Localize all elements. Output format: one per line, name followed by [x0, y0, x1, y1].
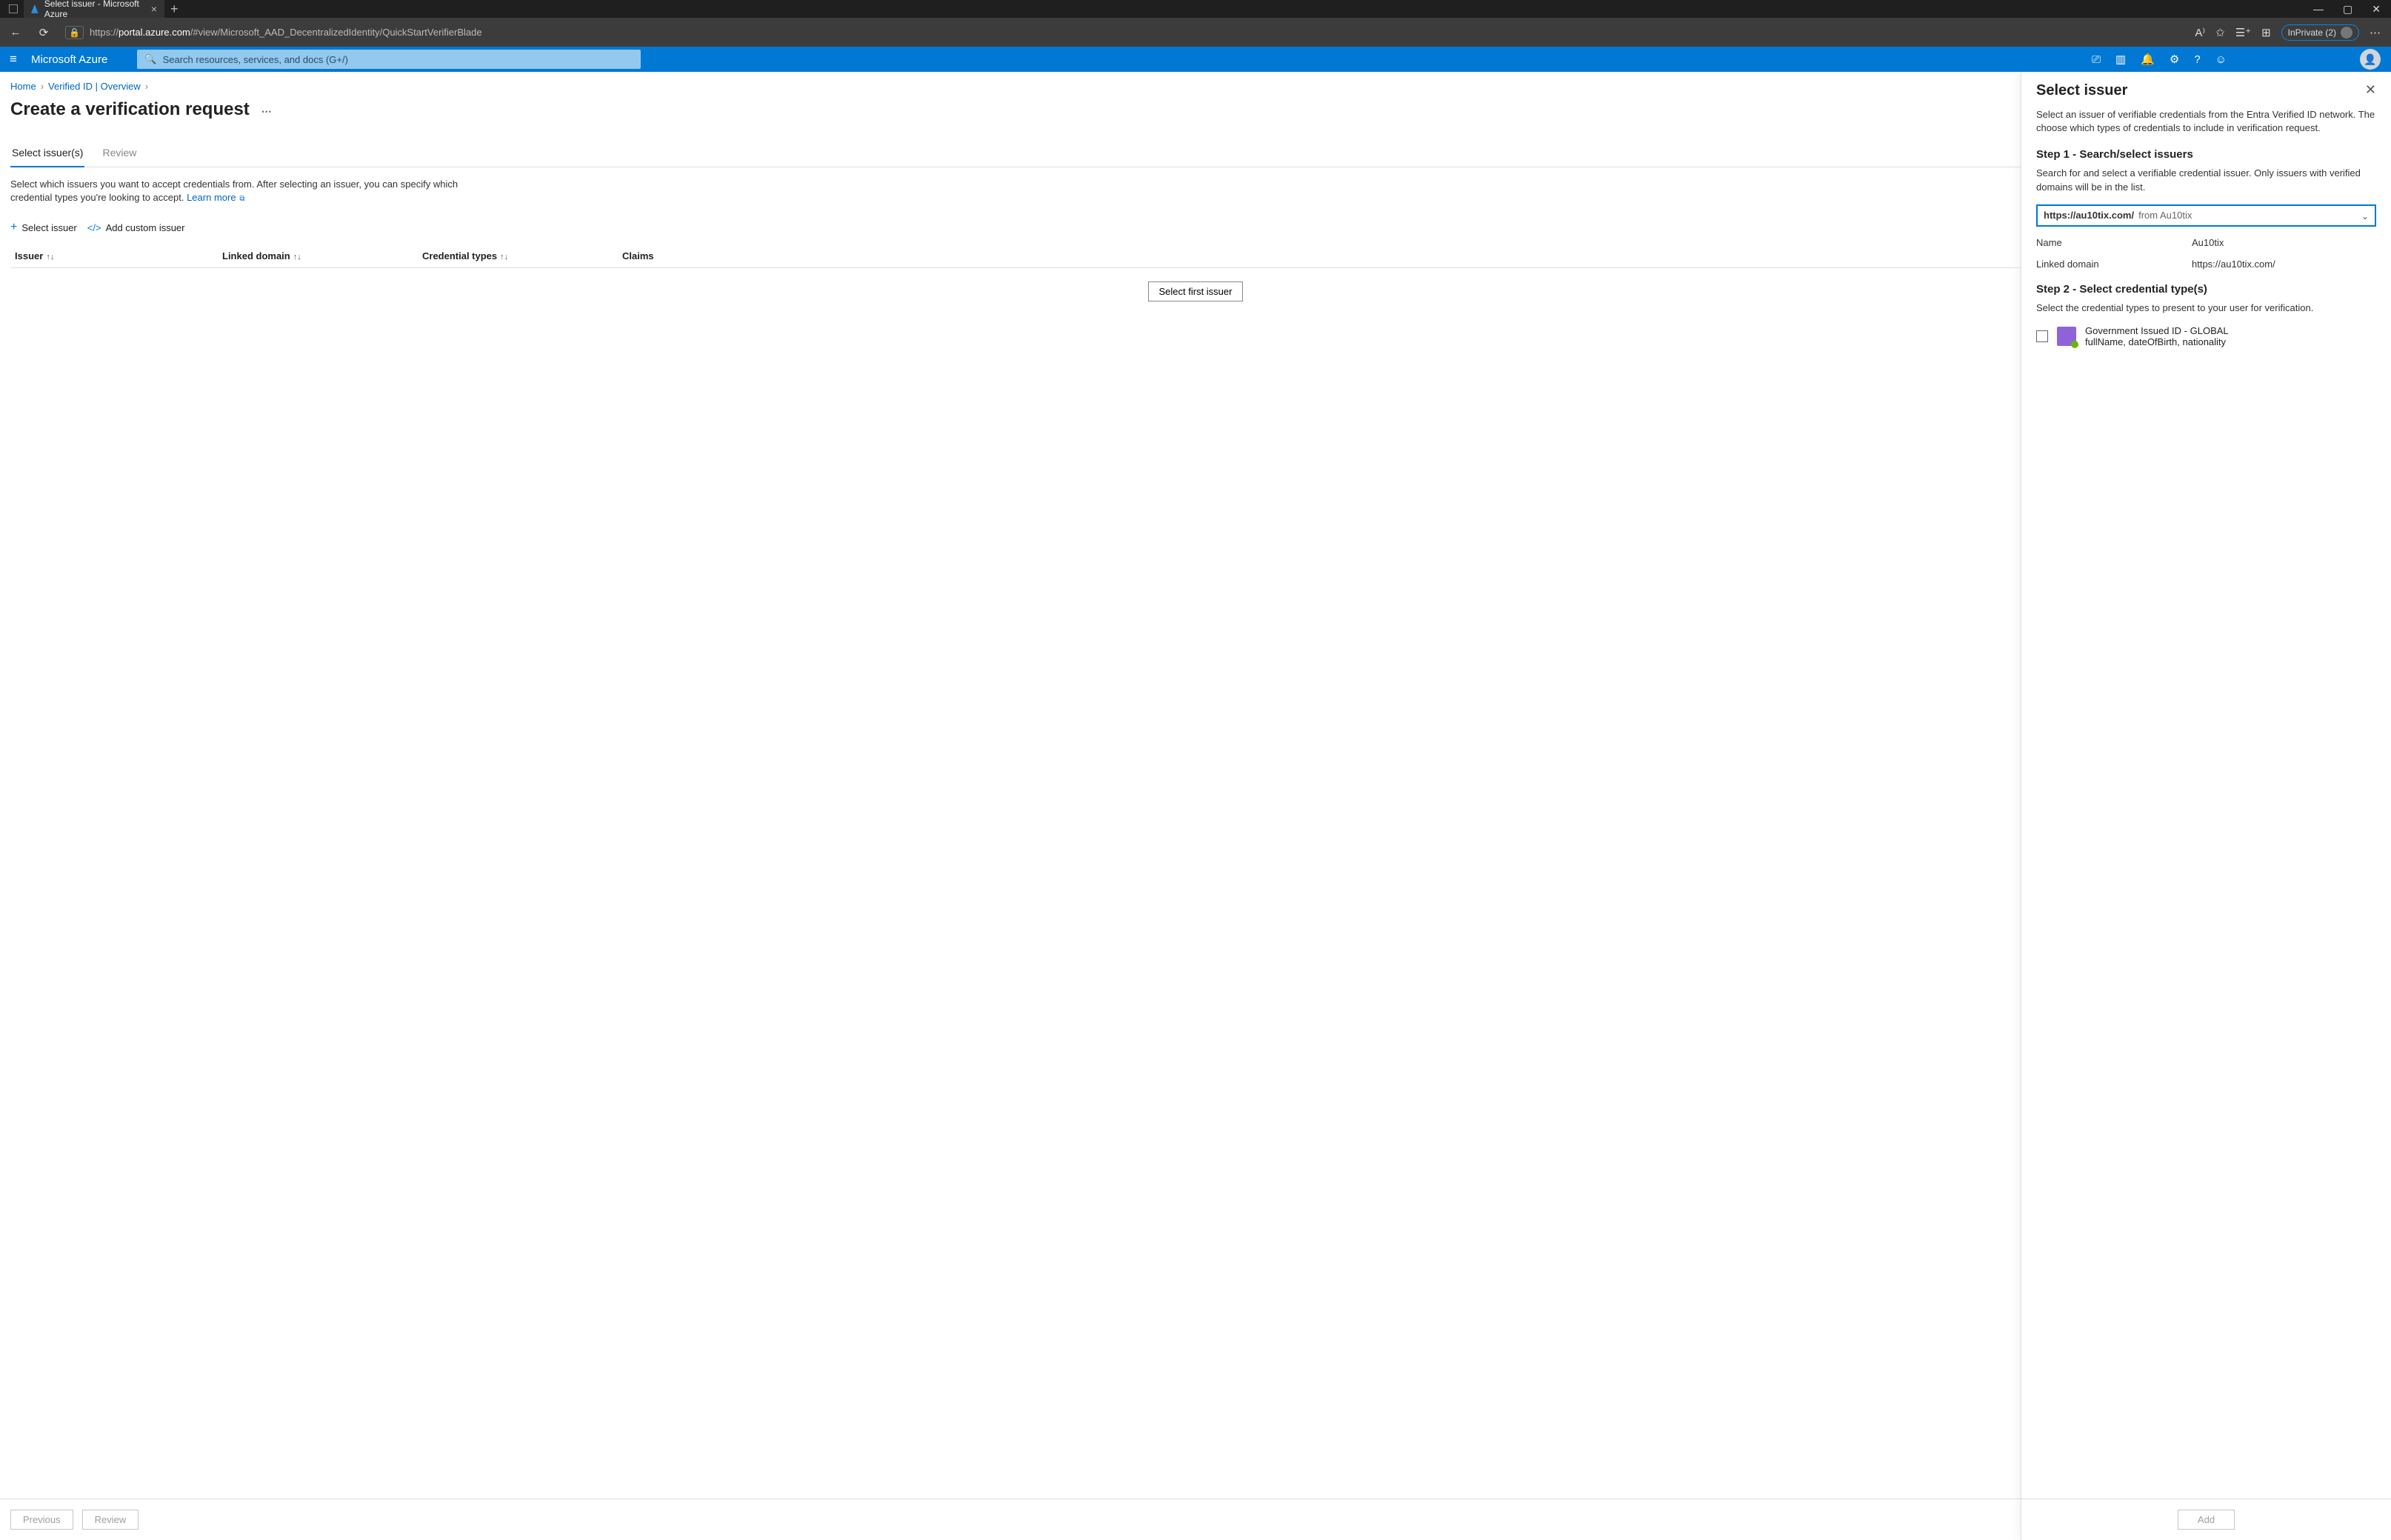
chevron-down-icon: ⌄	[2361, 211, 2369, 221]
credential-badge-icon	[2057, 327, 2076, 346]
col-linked-domain[interactable]: Linked domain↑↓	[222, 250, 422, 261]
add-button[interactable]: Add	[2178, 1510, 2235, 1530]
pane-footer: Add	[2021, 1499, 2391, 1540]
sort-icon: ↑↓	[500, 253, 508, 261]
address-bar[interactable]: 🔒 https://portal.azure.com/#view/Microso…	[62, 22, 2186, 43]
browser-tab-strip: Select issuer - Microsoft Azure × + ― ▢ …	[0, 0, 2391, 18]
select-first-issuer-button[interactable]: Select first issuer	[1148, 281, 1244, 301]
linked-domain-label: Linked domain	[2036, 259, 2192, 270]
url-text: https://portal.azure.com/#view/Microsoft…	[90, 27, 482, 38]
dropdown-value: https://au10tix.com/	[2044, 210, 2134, 221]
window-minimize-icon[interactable]: ―	[2313, 3, 2324, 16]
step2-desc: Select the credential types to present t…	[2036, 301, 2376, 315]
feedback-icon[interactable]: ☺	[2215, 53, 2227, 66]
select-issuer-pane: Select issuer ✕ Select an issuer of veri…	[2021, 72, 2391, 1540]
add-custom-issuer-command[interactable]: </> Add custom issuer	[87, 222, 185, 233]
help-icon[interactable]: ?	[2194, 53, 2200, 66]
close-tab-icon[interactable]: ×	[151, 3, 157, 15]
window-close-icon[interactable]: ✕	[2372, 3, 2381, 16]
close-pane-icon[interactable]: ✕	[2365, 82, 2376, 98]
favorites-icon[interactable]: ☰⁺	[2235, 26, 2251, 39]
tab-description: Select which issuers you want to accept …	[10, 178, 484, 204]
settings-icon[interactable]: ⚙	[2170, 53, 2179, 66]
hamburger-menu[interactable]: ≡	[0, 52, 27, 67]
page-title-text: Create a verification request	[10, 99, 250, 120]
window-maximize-icon[interactable]: ▢	[2343, 3, 2352, 16]
linked-domain-value: https://au10tix.com/	[2192, 259, 2275, 270]
chevron-right-icon: ›	[145, 81, 148, 92]
tab-review[interactable]: Review	[101, 141, 138, 167]
col-credential-types[interactable]: Credential types↑↓	[422, 250, 622, 261]
breadcrumb-home[interactable]: Home	[10, 81, 36, 92]
azure-brand[interactable]: Microsoft Azure	[27, 53, 137, 66]
dropdown-from: from Au10tix	[2138, 210, 2192, 221]
search-icon: 🔍	[144, 53, 156, 65]
cloud-shell-icon[interactable]: ⎚	[2092, 53, 2101, 66]
col-issuer[interactable]: Issuer↑↓	[15, 250, 222, 261]
name-value: Au10tix	[2192, 237, 2224, 248]
inprivate-indicator[interactable]: InPrivate (2)	[2281, 24, 2359, 41]
sort-icon: ↑↓	[46, 253, 54, 261]
azure-search-input[interactable]	[163, 54, 634, 65]
plus-icon: +	[10, 221, 17, 234]
issuer-dropdown[interactable]: https://au10tix.com/ from Au10tix ⌄	[2036, 204, 2376, 227]
review-button[interactable]: Review	[82, 1510, 139, 1530]
pane-intro: Select an issuer of verifiable credentia…	[2036, 108, 2376, 135]
account-avatar[interactable]: 👤	[2360, 49, 2381, 70]
name-label: Name	[2036, 237, 2192, 248]
select-issuer-command[interactable]: + Select issuer	[10, 221, 77, 234]
previous-button[interactable]: Previous	[10, 1510, 73, 1530]
profile-avatar-icon	[2341, 27, 2352, 39]
external-link-icon: ⧉	[238, 195, 245, 203]
new-tab-button[interactable]: +	[164, 1, 184, 17]
azure-search[interactable]: 🔍	[137, 50, 641, 69]
site-info-icon[interactable]: 🔒	[65, 26, 84, 39]
azure-icon	[31, 4, 39, 13]
pane-title: Select issuer	[2036, 82, 2365, 99]
step1-desc: Search for and select a verifiable crede…	[2036, 167, 2376, 193]
star-icon[interactable]: ✩	[2215, 26, 2225, 39]
inprivate-label: InPrivate (2)	[2288, 27, 2336, 38]
collections-icon[interactable]: ⊞	[2261, 26, 2271, 39]
tab-title: Select issuer - Microsoft Azure	[44, 0, 142, 19]
azure-search-wrap: 🔍	[137, 50, 641, 69]
read-aloud-icon[interactable]: A⁾	[2195, 26, 2205, 39]
step2-heading: Step 2 - Select credential type(s)	[2036, 283, 2376, 296]
azure-top-bar: ≡ Microsoft Azure 🔍 ⎚ ▥ 🔔 ⚙ ? ☺ 👤	[0, 47, 2391, 72]
more-actions-icon[interactable]: ⋯	[261, 105, 272, 118]
sort-icon: ↑↓	[293, 253, 301, 261]
add-custom-label: Add custom issuer	[106, 222, 185, 233]
wizard-footer: Previous Review	[0, 1499, 2021, 1540]
chevron-right-icon: ›	[41, 81, 44, 92]
directory-icon[interactable]: ▥	[2115, 53, 2126, 66]
select-issuer-label: Select issuer	[21, 222, 76, 233]
breadcrumb-verified-id[interactable]: Verified ID | Overview	[48, 81, 141, 92]
refresh-button[interactable]: ⟳	[34, 26, 53, 39]
back-button[interactable]: ←	[6, 26, 25, 39]
credential-claims: fullName, dateOfBirth, nationality	[2085, 336, 2229, 347]
credential-checkbox[interactable]	[2036, 330, 2048, 342]
notifications-icon[interactable]: 🔔	[2141, 53, 2155, 66]
tab-select-issuers[interactable]: Select issuer(s)	[10, 141, 84, 167]
learn-more-link[interactable]: Learn more ⧉	[187, 192, 244, 203]
browser-tab-active[interactable]: Select issuer - Microsoft Azure ×	[24, 0, 164, 18]
browser-toolbar: ← ⟳ 🔒 https://portal.azure.com/#view/Mic…	[0, 18, 2391, 47]
credential-title: Government Issued ID - GLOBAL	[2085, 325, 2229, 336]
browser-more-icon[interactable]: ⋯	[2370, 26, 2381, 39]
tab-list-icon[interactable]	[3, 4, 24, 13]
credential-type-row[interactable]: Government Issued ID - GLOBAL fullName, …	[2036, 325, 2376, 347]
code-icon: </>	[87, 222, 101, 233]
step1-heading: Step 1 - Search/select issuers	[2036, 148, 2376, 161]
avatar-icon: 👤	[2364, 53, 2376, 66]
